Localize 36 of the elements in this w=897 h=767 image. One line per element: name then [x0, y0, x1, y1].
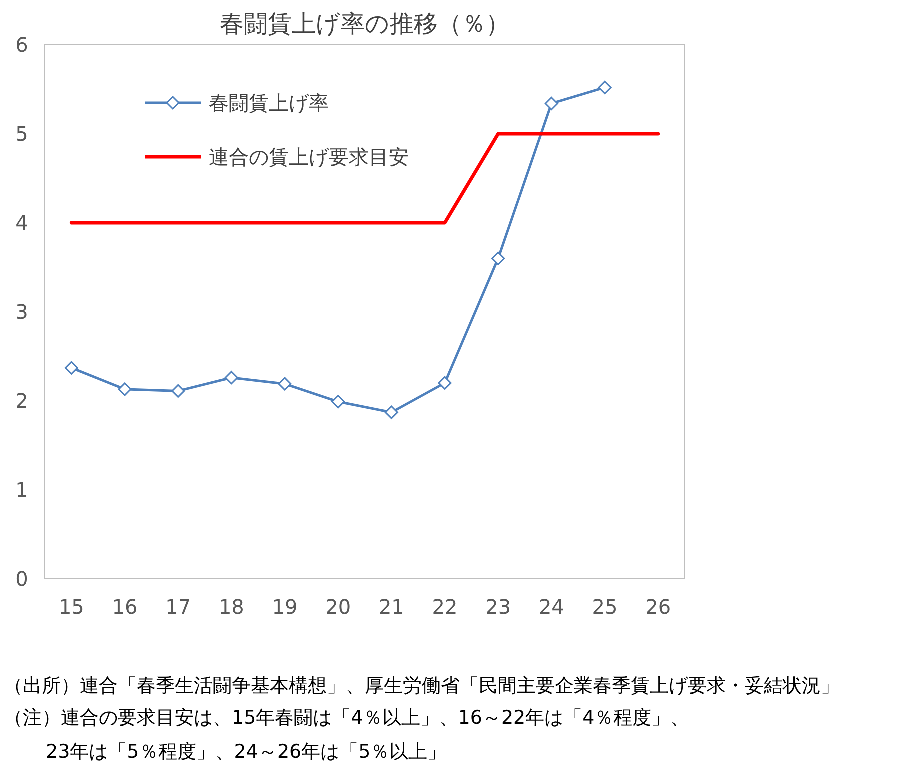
- x-tick-label: 18: [218, 595, 244, 619]
- x-tick-label: 19: [272, 595, 298, 619]
- text: 23年は「5％程度」、24～26年は「5％以上」: [46, 741, 447, 763]
- x-tick-label: 15: [58, 595, 84, 619]
- x-tick-label: 21: [378, 595, 404, 619]
- point: [224, 371, 238, 385]
- point: [438, 376, 452, 390]
- x-tick-label: 24: [538, 595, 564, 619]
- point: [172, 384, 186, 398]
- y-tick-label: 2: [16, 389, 28, 413]
- point: [118, 382, 132, 396]
- x-tick-label: 22: [432, 595, 458, 619]
- x-tick-label: 20: [326, 595, 352, 619]
- y-tick-label: 0: [16, 567, 28, 591]
- y-tick-label: 6: [16, 33, 28, 57]
- legend-label: 連合の賃上げ要求目安: [209, 145, 409, 169]
- y-tick-label: 3: [16, 300, 28, 324]
- point: [64, 361, 78, 375]
- y-tick-label: 5: [16, 122, 28, 146]
- y-tick-label: 4: [16, 211, 28, 235]
- text: （出所）連合「春季生活闘争基本構想」、厚生労働省「民間主要企業春季賃上げ要求・妥結状況」: [4, 675, 840, 697]
- x-tick-label: 23: [486, 595, 512, 619]
- x-tick-label: 16: [112, 595, 138, 619]
- text: （注）連合の要求目安は、15年春闘は「4％以上」、16～22年は「4％程度」、: [4, 707, 690, 729]
- legend-label: 春闘賃上げ率: [209, 91, 329, 115]
- point: [384, 406, 398, 420]
- chart-title: 春闘賃上げ率の推移（％）: [220, 10, 510, 38]
- x-tick-label: 26: [646, 595, 672, 619]
- x-tick-label: 17: [166, 595, 192, 619]
- y-tick-label: 1: [16, 478, 28, 502]
- point: [332, 395, 346, 409]
- point: [598, 80, 612, 94]
- point: [492, 252, 506, 266]
- point: [278, 377, 292, 391]
- x-tick-label: 25: [592, 595, 618, 619]
- point: [544, 96, 558, 110]
